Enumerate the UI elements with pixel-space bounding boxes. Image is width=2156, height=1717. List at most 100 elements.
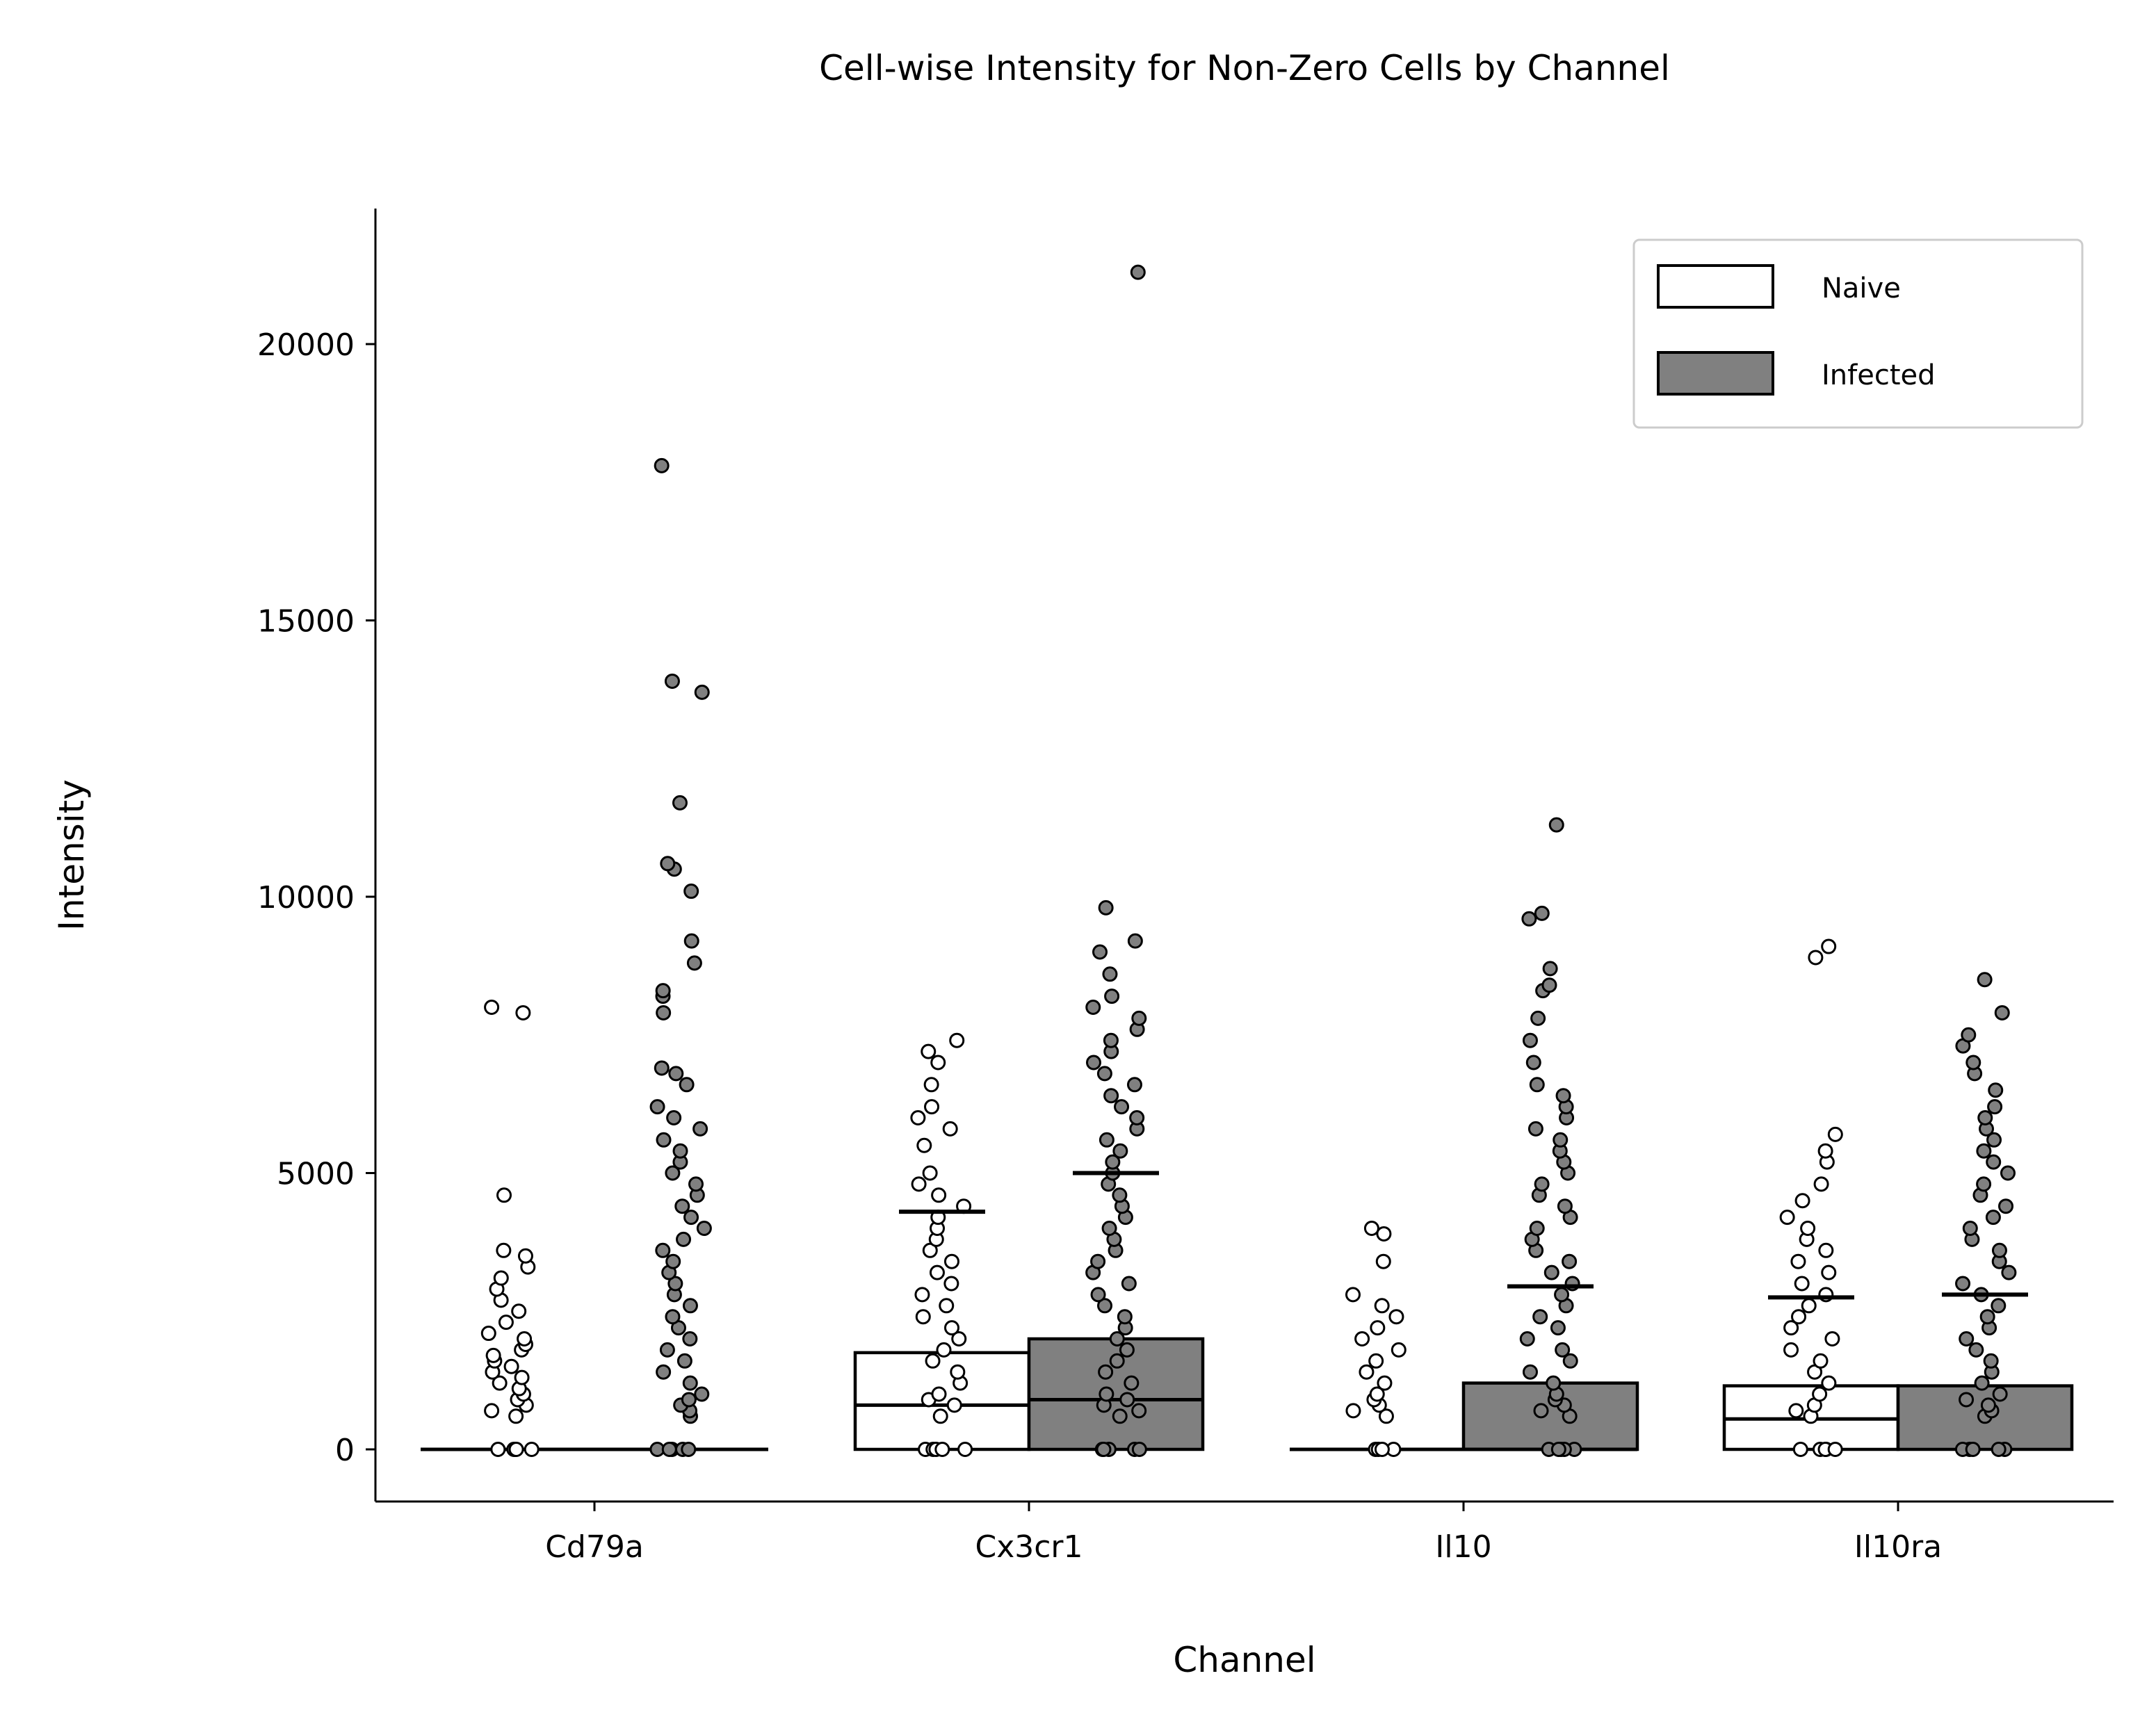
data-point: [1980, 1397, 1996, 1413]
data-point: [688, 1176, 704, 1192]
data-point: [1102, 966, 1118, 982]
data-point: [910, 1110, 926, 1125]
data-point: [1986, 1154, 2002, 1170]
data-point: [1092, 944, 1108, 960]
data-point: [1788, 1403, 1804, 1419]
data-point: [1965, 1055, 1981, 1071]
data-point: [1543, 1264, 1559, 1280]
data-point: [1374, 1442, 1390, 1457]
data-point: [672, 795, 688, 811]
data-point: [1345, 1403, 1361, 1419]
data-point: [1370, 1320, 1386, 1336]
data-point: [1955, 1276, 1971, 1292]
data-point: [480, 1326, 496, 1342]
data-point: [932, 1408, 948, 1424]
data-point: [1968, 1342, 1984, 1358]
data-point: [951, 1331, 967, 1346]
data-point: [1979, 1309, 1995, 1325]
data-point: [1983, 1353, 1999, 1369]
data-point: [949, 1032, 965, 1048]
x-tick-label: Il10: [1435, 1529, 1491, 1565]
data-point: [683, 884, 699, 900]
data-point: [1977, 972, 1993, 988]
data-point: [654, 457, 670, 473]
data-point: [1101, 1221, 1117, 1236]
data-point: [484, 1000, 500, 1015]
data-point: [1131, 1403, 1147, 1419]
data-point: [1522, 1364, 1538, 1380]
data-point: [936, 1342, 952, 1358]
data-point: [1555, 1342, 1571, 1358]
data-point: [660, 856, 676, 872]
data-point: [686, 955, 702, 971]
data-point: [1998, 1198, 2014, 1214]
data-point: [517, 1331, 533, 1346]
data-point: [1104, 988, 1120, 1004]
data-point: [924, 1099, 940, 1115]
data-point: [1962, 1221, 1978, 1236]
data-point: [1525, 1055, 1541, 1071]
data-point: [1354, 1331, 1370, 1346]
x-axis-label: Channel: [1173, 1640, 1315, 1680]
data-point: [1130, 264, 1146, 280]
data-point: [1345, 1287, 1361, 1303]
data-point: [493, 1270, 509, 1286]
data-point: [1987, 1099, 2003, 1115]
data-point: [665, 1309, 681, 1325]
data-point: [942, 1121, 958, 1137]
data-point: [1554, 1287, 1570, 1303]
data-point: [1557, 1198, 1573, 1214]
data-point: [1542, 961, 1558, 977]
data-point: [1127, 933, 1143, 949]
data-point: [1529, 1077, 1545, 1093]
data-point: [1521, 911, 1537, 927]
data-point: [485, 1347, 501, 1363]
data-point: [656, 1364, 672, 1380]
y-tick-label: 10000: [257, 880, 355, 916]
data-point: [943, 1276, 959, 1292]
data-point: [484, 1403, 500, 1419]
data-point: [665, 1253, 681, 1269]
data-point: [944, 1320, 960, 1336]
data-point: [1103, 1032, 1119, 1048]
data-point: [1976, 1143, 1992, 1159]
data-point: [659, 1342, 675, 1358]
data-point: [1105, 1154, 1121, 1170]
data-point: [508, 1442, 524, 1457]
data-point: [1821, 1264, 1837, 1280]
data-point: [1103, 1088, 1119, 1104]
data-point: [1824, 1331, 1840, 1346]
data-point: [683, 933, 699, 949]
data-point: [1790, 1253, 1806, 1269]
data-point: [696, 1221, 712, 1236]
data-point: [2001, 1264, 2017, 1280]
data-point: [1388, 1309, 1404, 1325]
data-point: [1791, 1309, 1807, 1325]
data-point: [921, 1043, 937, 1059]
data-point: [931, 1386, 947, 1402]
legend-label-naive: Naive: [1822, 272, 1901, 304]
data-point: [1553, 1132, 1569, 1148]
x-tick-label: Cx3cr1: [975, 1529, 1083, 1565]
data-point: [1959, 1331, 1975, 1346]
legend: Naive Infected: [1632, 238, 2084, 429]
data-point: [694, 1386, 710, 1402]
x-axis-ticks: Cd79a Cx3cr1 Il10 Il10ra: [545, 1502, 1942, 1565]
data-point: [1813, 1176, 1829, 1192]
data-point: [1821, 1375, 1837, 1391]
data-point: [950, 1364, 966, 1380]
data-point: [1099, 1386, 1115, 1402]
data-point: [1368, 1353, 1384, 1369]
data-point: [1098, 1364, 1114, 1380]
data-point: [1994, 1004, 2010, 1020]
data-point: [1109, 1331, 1125, 1346]
data-point: [1562, 1353, 1578, 1369]
data-point: [682, 1375, 698, 1391]
data-point: [934, 1442, 950, 1457]
data-point: [931, 1187, 947, 1203]
data-point: [514, 1369, 530, 1385]
y-tick-label: 20000: [257, 327, 355, 363]
data-point: [1114, 1099, 1130, 1115]
data-point: [1792, 1442, 1808, 1457]
